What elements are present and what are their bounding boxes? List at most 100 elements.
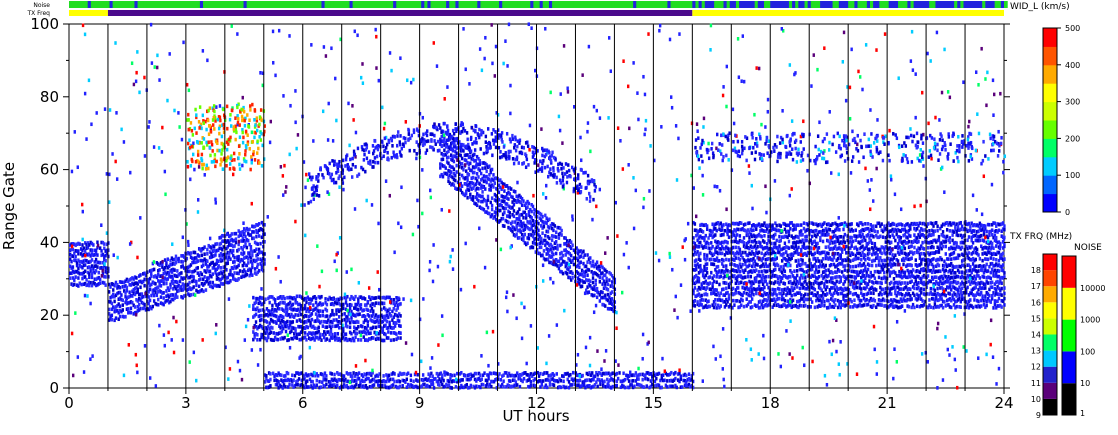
data-cell: [212, 248, 216, 253]
data-cell: [553, 241, 557, 245]
data-cell: [267, 313, 270, 318]
data-cell: [834, 303, 837, 307]
data-cell: [273, 320, 277, 324]
data-cell: [383, 295, 386, 300]
data-cell: [233, 255, 236, 260]
data-cell: [600, 373, 603, 377]
data-cell: [504, 202, 507, 206]
data-cell: [75, 270, 79, 274]
data-cell: [714, 258, 717, 262]
noise-segment: [508, 1, 513, 8]
data-cell: [327, 318, 330, 322]
noise-segment: [421, 1, 425, 8]
data-cell: [631, 385, 635, 390]
data-cell: [515, 232, 518, 237]
data-cell: [787, 274, 791, 279]
data-cell: [305, 309, 308, 314]
data-cell: [458, 153, 461, 157]
data-cell: [219, 252, 223, 256]
data-cell: [592, 374, 595, 379]
data-cell: [594, 271, 597, 276]
data-cell: [855, 293, 859, 298]
data-cell: [802, 221, 806, 225]
data-cell: [853, 303, 856, 307]
noise-segment: [757, 1, 762, 8]
data-cell: [255, 272, 258, 276]
data-cell: [821, 290, 825, 295]
data-cell: [595, 266, 599, 270]
data-cell: [391, 383, 395, 387]
data-cell: [104, 249, 107, 253]
data-cell: [98, 281, 102, 286]
noise-segment: [427, 1, 432, 8]
data-cell: [868, 236, 871, 240]
data-cell: [805, 297, 808, 302]
data-cell: [277, 385, 280, 390]
noise-segment: [748, 1, 753, 8]
noise-segment: [682, 1, 687, 8]
data-cell: [793, 236, 796, 240]
data-cell: [716, 240, 720, 244]
data-cell: [603, 379, 606, 384]
data-cell: [503, 224, 506, 228]
data-cell: [73, 242, 76, 247]
data-cell: [540, 245, 543, 250]
data-cell: [254, 307, 258, 312]
data-cell: [560, 256, 563, 260]
data-cell: [755, 275, 758, 280]
noise-segment: [128, 1, 132, 8]
data-cell: [830, 246, 833, 251]
data-cell: [712, 299, 716, 304]
data-cell: [176, 295, 179, 299]
data-cell: [71, 254, 75, 259]
data-cell: [540, 253, 543, 258]
data-cell: [794, 241, 797, 245]
data-cell: [578, 378, 582, 383]
noise-segment: [271, 1, 276, 8]
data-cell: [783, 274, 787, 278]
data-cell: [460, 162, 464, 166]
data-cell: [734, 235, 738, 240]
data-cell: [838, 234, 841, 239]
data-cell: [265, 376, 268, 381]
data-cell: [712, 257, 716, 262]
noise-segment: [240, 1, 245, 8]
data-cell: [237, 229, 240, 233]
data-cell: [268, 321, 271, 325]
data-cell: [303, 331, 307, 335]
data-cell: [339, 338, 342, 343]
data-cell: [283, 335, 286, 340]
data-cell: [221, 271, 224, 276]
data-cell: [555, 262, 558, 267]
data-cell: [93, 252, 96, 257]
data-cell: [502, 373, 505, 378]
data-cell: [316, 303, 319, 308]
data-cell: [299, 303, 303, 308]
data-cell: [865, 244, 868, 249]
data-cell: [746, 240, 750, 245]
data-cell: [336, 308, 340, 312]
data-cell: [726, 269, 729, 273]
data-cell: [336, 371, 339, 375]
data-cell: [127, 295, 130, 299]
data-cell: [336, 301, 340, 306]
data-cell: [567, 267, 570, 272]
data-cell: [389, 338, 393, 343]
data-cell: [763, 246, 766, 250]
data-cell: [368, 331, 371, 336]
data-cell: [497, 197, 501, 202]
noise-segment: [87, 1, 92, 8]
data-cell: [774, 227, 777, 232]
data-cell: [454, 385, 458, 389]
data-cell: [820, 264, 823, 269]
data-cell: [287, 326, 290, 330]
data-cell: [860, 221, 863, 225]
data-cell: [391, 326, 394, 331]
data-cell: [459, 188, 462, 192]
data-cell: [763, 233, 766, 238]
data-cell: [450, 170, 453, 174]
noise-segment: [929, 1, 933, 8]
data-cell: [369, 337, 372, 341]
data-cell: [359, 307, 363, 311]
data-cell: [389, 314, 393, 318]
